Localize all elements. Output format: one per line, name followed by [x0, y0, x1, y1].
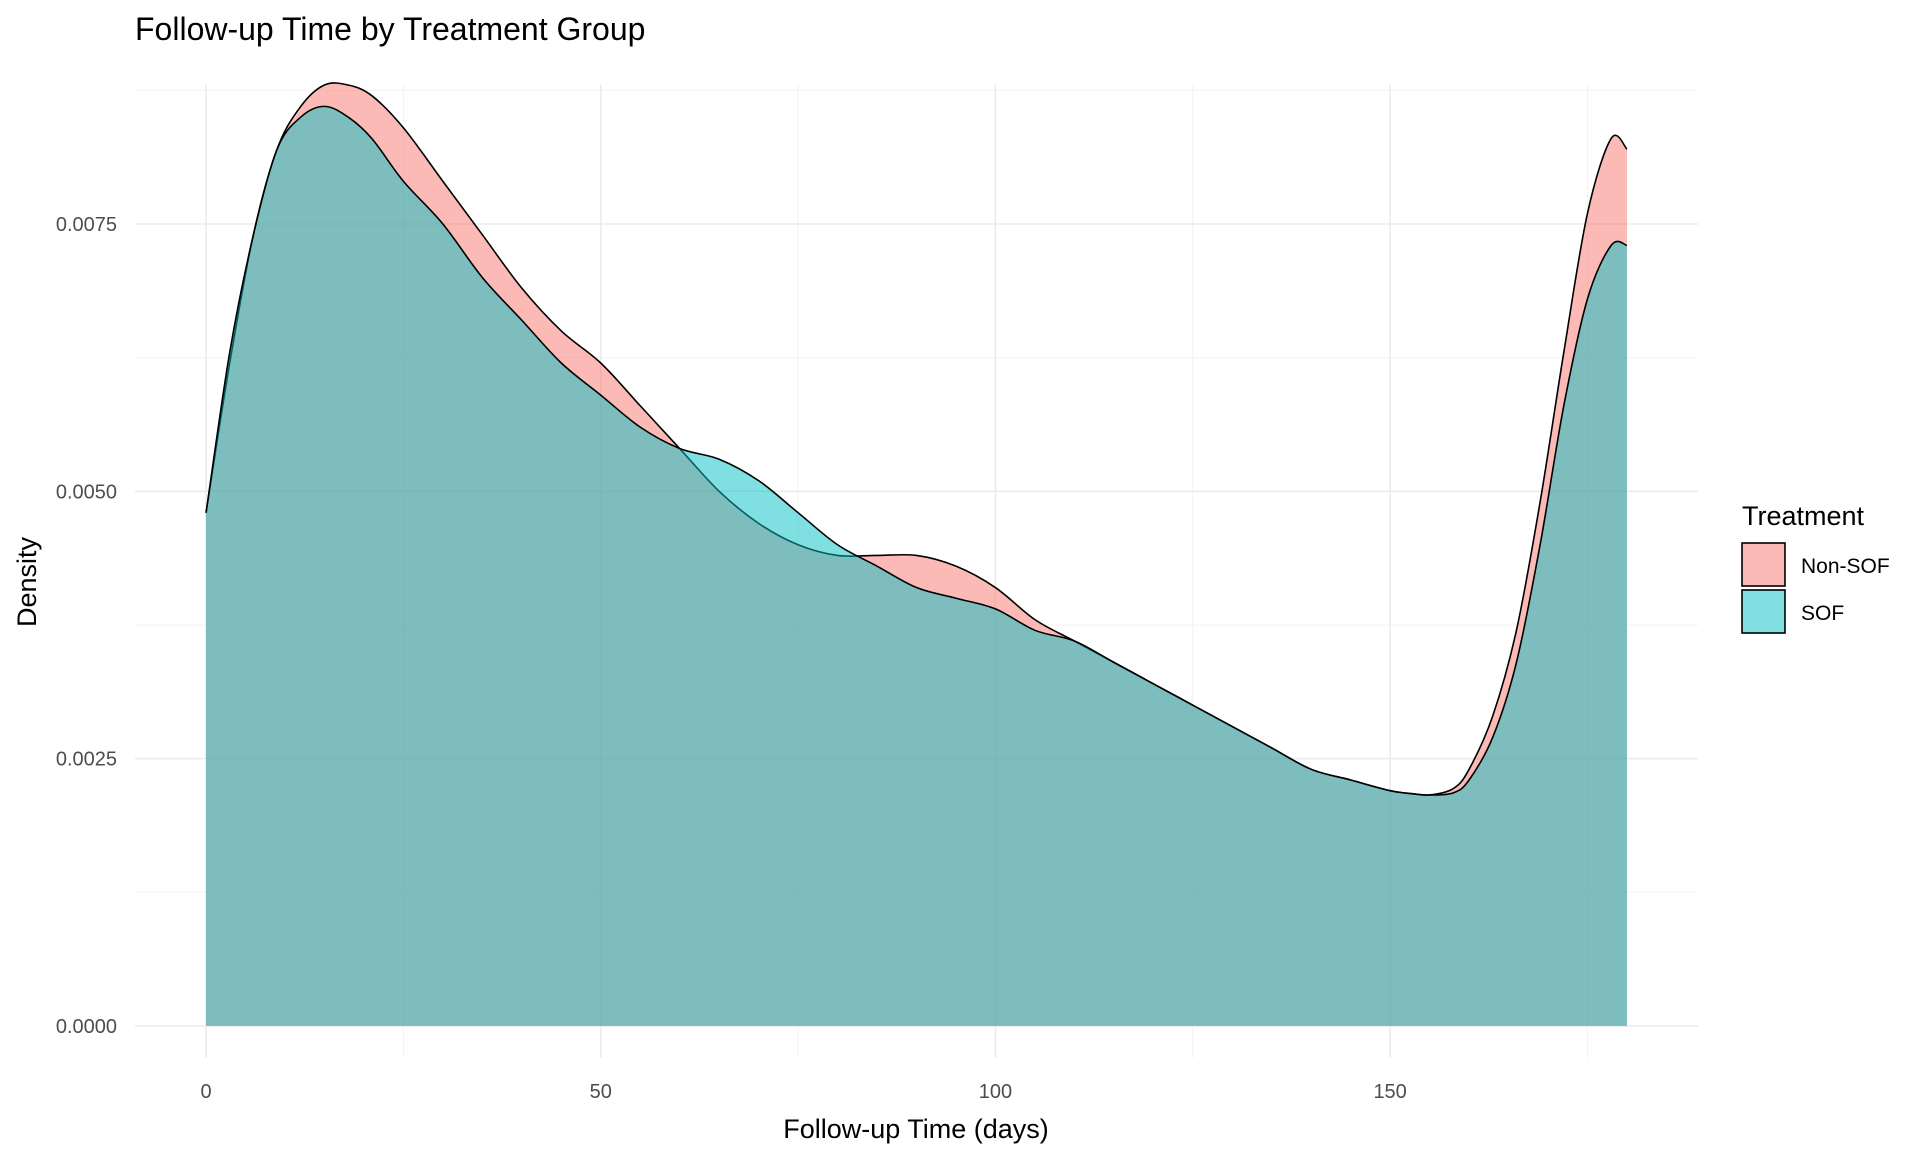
x-axis-ticks: 0 50 100 150 [200, 1081, 1406, 1103]
y-axis-ticks: 0.0000 0.0025 0.0050 0.0075 [56, 214, 117, 1038]
x-tick-label: 100 [979, 1081, 1012, 1103]
x-axis-title: Follow-up Time (days) [783, 1114, 1049, 1144]
y-axis-title: Density [12, 536, 42, 627]
x-tick-label: 150 [1373, 1081, 1406, 1103]
y-tick-label: 0.0075 [56, 214, 117, 236]
density-line-sof [205, 105, 1628, 796]
legend-label: SOF [1801, 602, 1844, 625]
y-tick-label: 0.0025 [56, 749, 117, 771]
density-areas [205, 82, 1628, 1026]
legend-title: Treatment [1742, 501, 1865, 531]
legend: Treatment Non-SOF SOF [1741, 501, 1890, 634]
legend-key-sof [1741, 589, 1786, 634]
density-line-non-sof [205, 82, 1628, 797]
y-tick-label: 0.0000 [56, 1016, 117, 1038]
x-tick-label: 50 [590, 1081, 612, 1103]
y-tick-label: 0.0050 [56, 481, 117, 503]
chart-title: Follow-up Time by Treatment Group [135, 11, 645, 47]
legend-label: Non-SOF [1801, 555, 1890, 578]
x-tick-label: 0 [200, 1081, 211, 1103]
density-area-sof [206, 106, 1627, 1026]
legend-key-non-sof [1741, 542, 1786, 587]
